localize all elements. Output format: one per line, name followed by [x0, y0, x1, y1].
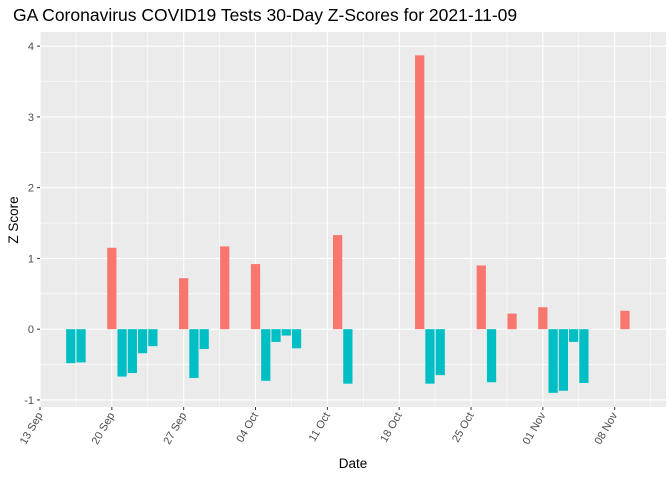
bar — [620, 310, 630, 330]
x-tick-label: 08 Nov — [592, 410, 620, 447]
grid-lines — [39, 32, 666, 407]
bar — [569, 329, 579, 342]
x-tick-label: 20 Sep — [90, 411, 118, 447]
bar — [76, 329, 86, 363]
bar — [179, 278, 189, 330]
bar — [332, 235, 343, 330]
bar — [148, 329, 158, 347]
x-tick-label: 27 Sep — [161, 411, 189, 447]
x-axis: 13 Sep 20 Sep 27 Sep 04 Oct 11 Oct 18 Oct 25 O… — [18, 407, 621, 447]
bar — [507, 313, 517, 330]
x-tick-label: 01 Nov — [521, 410, 549, 447]
bar — [199, 329, 209, 349]
y-tick-label: 3 — [28, 112, 34, 124]
bar — [107, 247, 117, 330]
bar — [343, 329, 353, 384]
y-axis-title: Z Score — [6, 196, 21, 243]
bar — [220, 246, 230, 330]
bar — [435, 329, 445, 376]
bar — [117, 329, 127, 377]
bar — [486, 329, 497, 383]
bar — [250, 264, 261, 330]
x-tick-label: 18 Oct — [378, 411, 405, 445]
y-tick-label: 1 — [28, 253, 34, 265]
bar — [261, 329, 271, 381]
bar — [579, 329, 589, 383]
y-tick-label: 0 — [28, 324, 34, 336]
bar — [271, 329, 281, 342]
chart-title: GA Coronavirus COVID19 Tests 30-Day Z-Sc… — [13, 5, 518, 25]
bar — [476, 265, 486, 330]
bar — [281, 329, 291, 336]
y-axis: -1 0 1 2 3 4 — [24, 41, 40, 407]
bar — [538, 307, 548, 330]
x-tick-label: 25 Oct — [450, 411, 477, 445]
bar — [291, 329, 302, 349]
bar — [66, 329, 76, 364]
y-tick-label: 4 — [28, 41, 34, 53]
x-tick-label: 11 Oct — [307, 411, 333, 444]
bar — [138, 329, 148, 354]
bar — [548, 329, 558, 393]
y-tick-label: -1 — [24, 395, 34, 407]
bar — [189, 329, 199, 378]
bar — [425, 329, 435, 384]
x-tick-label: 04 Oct — [235, 411, 262, 445]
x-tick-label: 13 Sep — [18, 411, 46, 447]
x-axis-title: Date — [339, 456, 368, 471]
bar — [127, 329, 137, 374]
bar — [415, 55, 425, 330]
y-tick-label: 2 — [28, 183, 34, 195]
bar — [558, 329, 568, 391]
bars — [66, 55, 630, 393]
